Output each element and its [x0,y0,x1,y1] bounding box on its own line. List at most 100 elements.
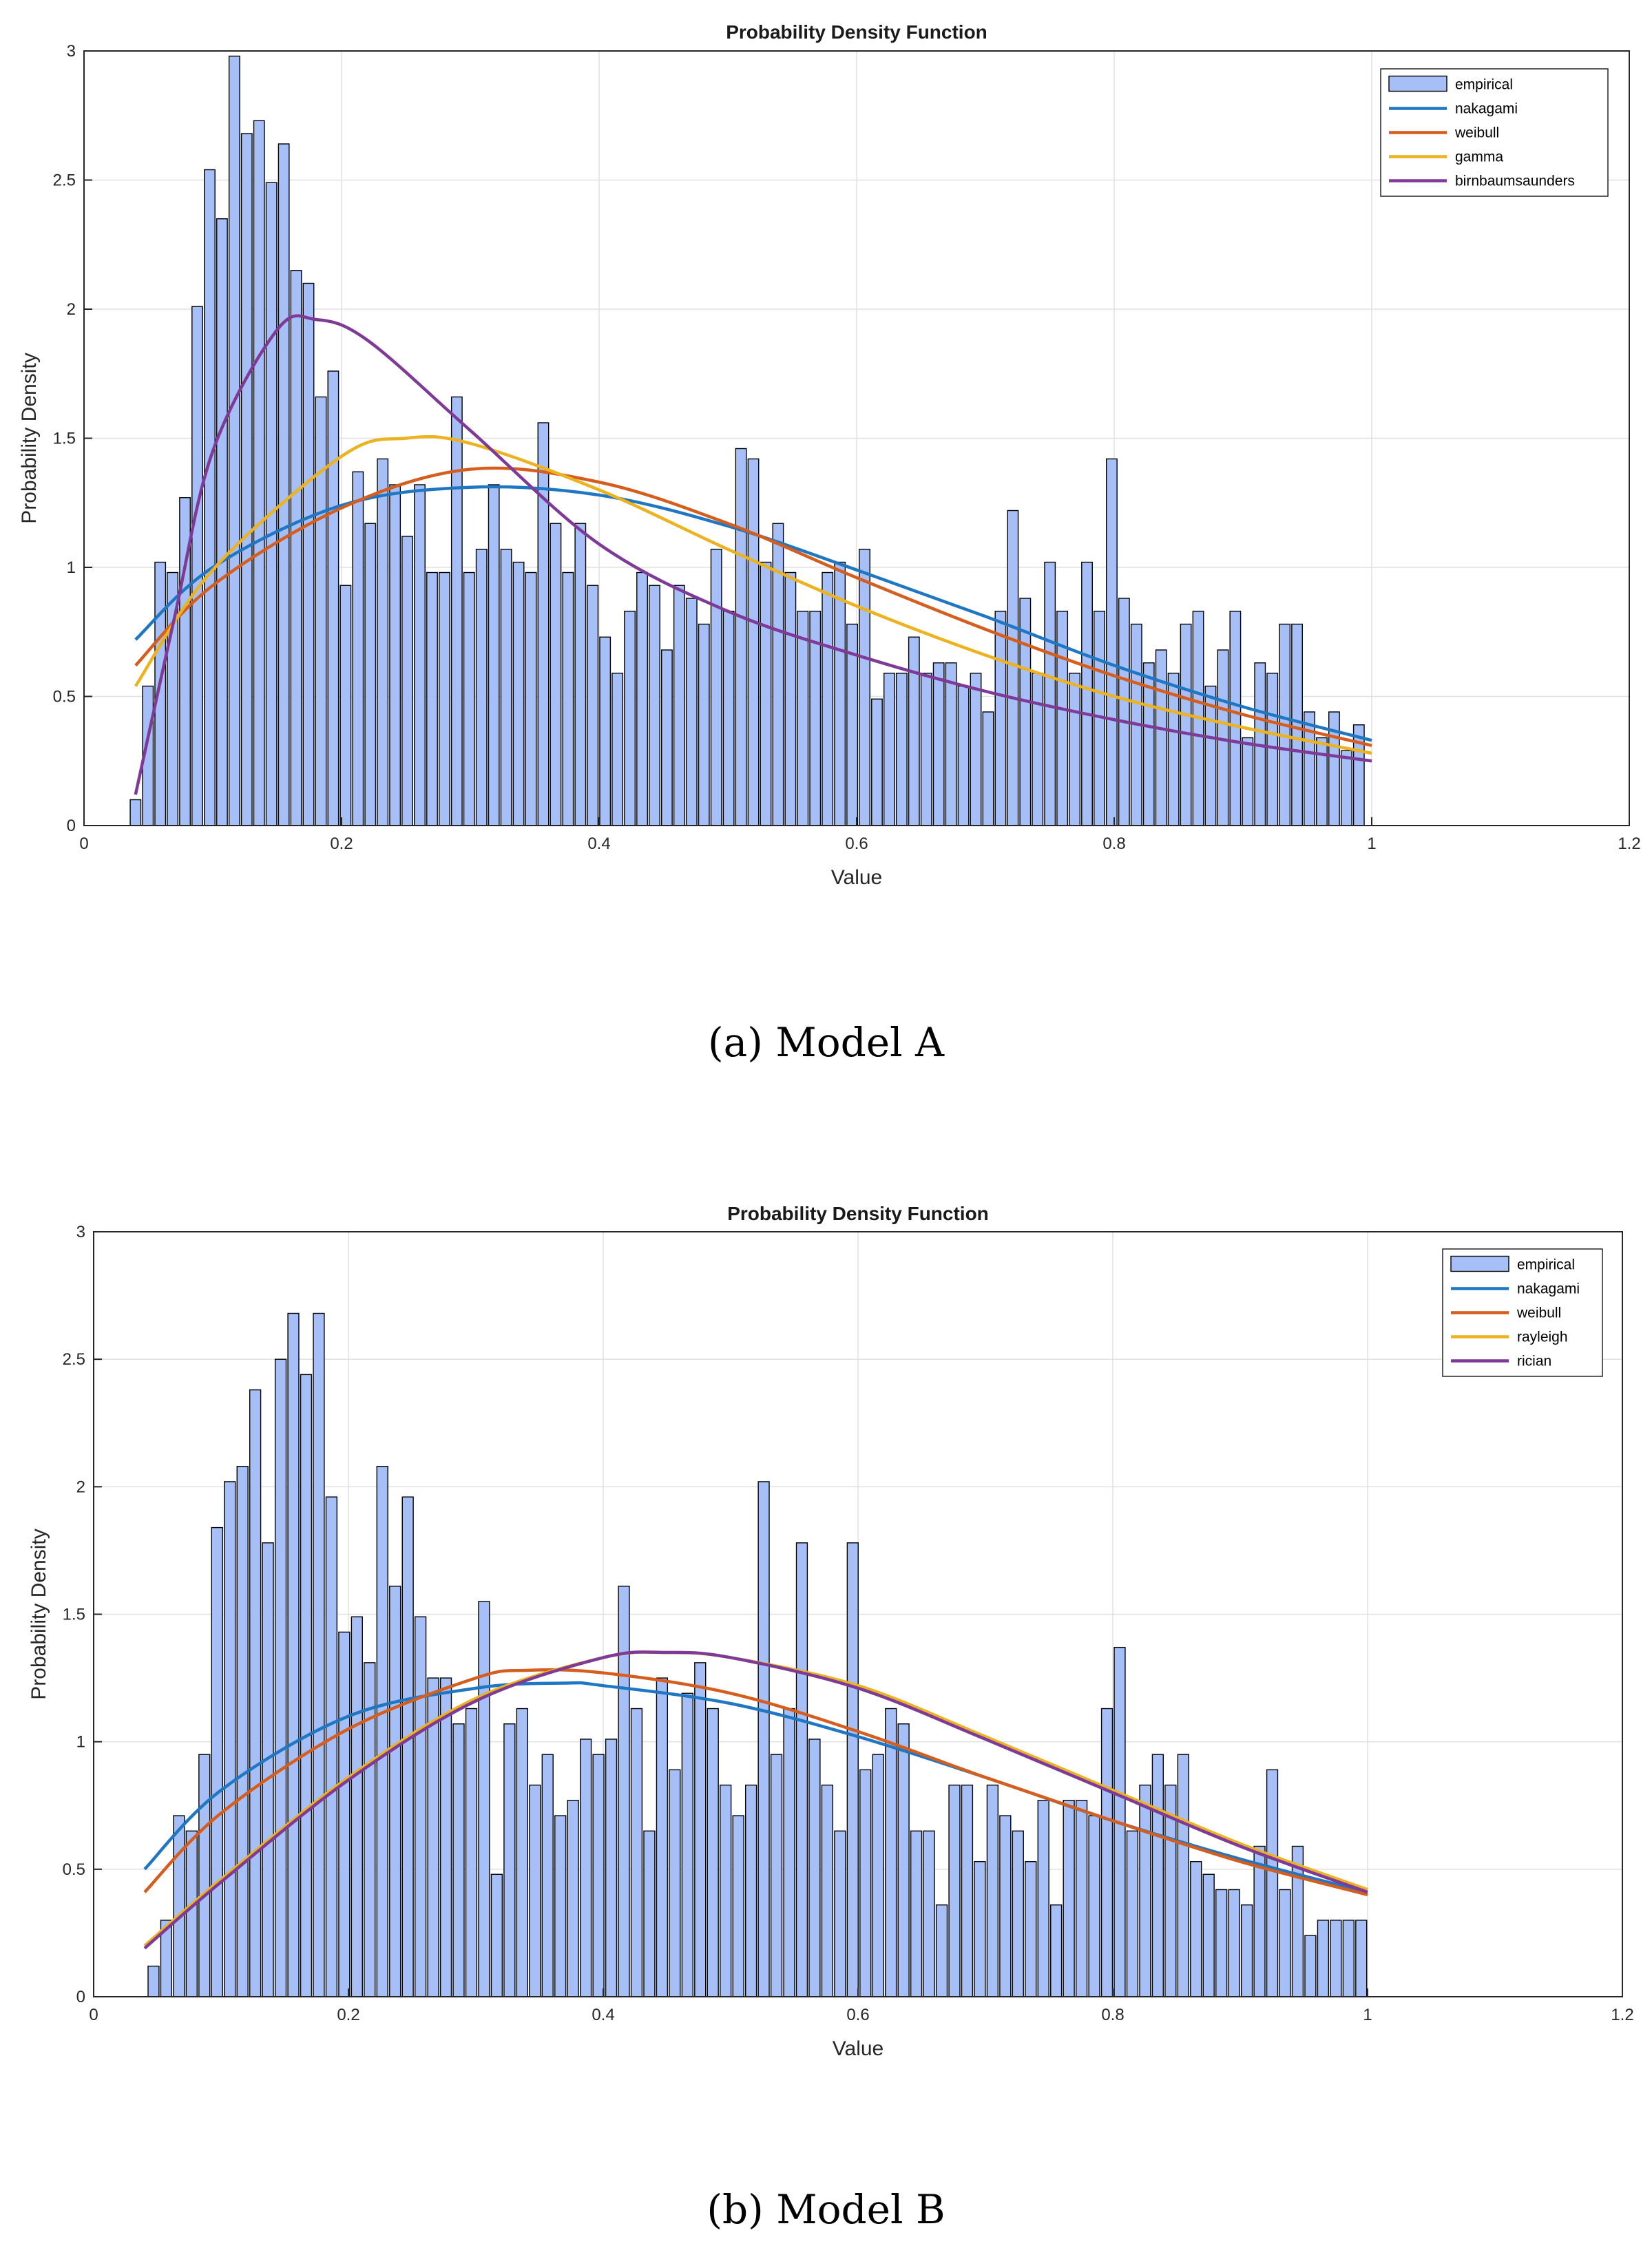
histogram-bar [735,448,747,826]
y-tick-label: 0.5 [63,1860,85,1879]
histogram-bar [948,1784,961,1997]
histogram-bar [512,561,525,826]
histogram-bar [618,1586,630,1997]
histogram-bar [401,1496,414,1997]
pdf-chart-model-b: 0 0.2 0.4 0.6 0.8 1 1.2 0 0.5 1 1.5 2 2.5 3 Probabilit… [28,1203,1634,2060]
histogram-bar [685,598,698,826]
histogram-bar [147,1965,160,1997]
histogram-bar [1032,673,1044,826]
caption-model-b: (b) Model B [707,2186,945,2233]
histogram-bar [624,611,636,826]
histogram-bar [1081,561,1093,826]
histogram-bar [438,571,450,826]
y-tick-label: 0.5 [53,688,76,706]
histogram-bar [204,169,216,826]
histogram-bar [1105,458,1118,826]
x-tick-label: 1 [1367,834,1376,853]
histogram-bar [611,673,624,826]
histogram-bar [490,1873,503,1997]
histogram-bar [377,458,389,826]
density-curve-birnbaumsaunders [134,314,1372,795]
histogram-bar [760,561,772,826]
y-tick-label: 1.5 [53,430,76,448]
histogram-bar [957,685,970,826]
legend-label-weibull: weibull [1454,125,1499,141]
legend: empirical nakagami weibull gamma birnbaumsau… [1380,68,1609,197]
histogram-bar [228,55,240,826]
histogram-bar [475,549,488,826]
legend-label-nakagami: nakagami [1455,101,1518,117]
histogram-bar [673,585,685,826]
histogram-bar [198,1754,211,1997]
histogram-bar [364,523,377,826]
x-axis-label: Value [833,2037,884,2060]
histogram-bar [795,1542,808,1997]
histogram-bar [249,1389,262,1997]
histogram-bar [681,1692,693,1997]
legend-label-gamma: gamma [1455,149,1503,165]
histogram-bar [821,1784,834,1997]
histogram-bar [599,636,611,826]
histogram-bar [636,571,648,826]
histogram-bar [278,143,290,826]
histogram-bar [1330,1920,1342,1997]
figure-model-b: 0 0.2 0.4 0.6 0.8 1 1.2 0 0.5 1 1.5 2 2.5 3 Probabilit… [0,1170,1652,2268]
x-tick-label: 0.8 [1102,834,1125,853]
histogram-bar [503,1723,516,1997]
density-curve-weibull [143,1668,1368,1897]
histogram-bar [999,1815,1012,1997]
histogram-bar [579,1739,592,1997]
histogram-bar [770,1754,783,1997]
histogram-bar [974,1861,986,1997]
legend-label-rayleigh: rayleigh [1517,1330,1568,1345]
histogram-bar [191,306,203,826]
histogram-bar [537,422,550,826]
histogram-bar [562,571,574,826]
histogram-bar [923,1830,935,1997]
histogram-bar [932,662,945,826]
histogram-bar [465,1708,478,1997]
x-tick-label: 0.6 [846,2006,869,2024]
histogram-bar [1155,649,1167,826]
histogram-bar [747,458,760,826]
histogram-bar [994,611,1007,826]
histogram-bar [463,571,475,826]
histogram-bar [908,636,920,826]
histogram-bar [129,799,142,826]
histogram-bar [211,1526,223,1997]
y-tick-label: 0 [76,1988,85,2006]
y-tick-label: 1 [76,1733,85,1752]
y-axis-label: Probability Density [18,353,41,523]
histogram-bar [516,1708,528,1997]
histogram-bar [265,182,278,826]
histogram-bar [822,571,834,826]
figure-model-a: 0 0.2 0.4 0.6 0.8 1 1.2 0 0.5 1 1.5 2 2.5 3 Probabilit… [18,21,1641,1066]
histogram-bar [1190,1861,1202,1997]
histogram-bar [982,711,994,826]
histogram-bar [1025,1861,1037,1997]
y-tick-label: 0 [67,817,76,835]
histogram-bar [240,133,253,826]
histogram-bar [224,1481,236,1997]
histogram-bar [339,585,352,826]
histogram-bar [302,282,315,826]
histogram-bar [935,1904,948,1997]
histogram-bar [808,1739,821,1997]
histogram-bar [1075,1800,1088,1997]
x-axis-label: Value [831,866,883,889]
histogram-bar [327,370,339,826]
histogram-bar [1266,1769,1279,1997]
histogram-bar [1352,724,1365,826]
legend-swatch-empirical [1388,75,1447,92]
histogram-bar [1118,598,1130,826]
histogram-bar [871,698,883,826]
histogram-bar [1100,1708,1113,1997]
y-tick-label: 2 [67,300,76,319]
histogram-bar [389,484,401,826]
histogram-bar [300,1374,313,1997]
legend-label-birnbaumsaunders: birnbaumsaunders [1455,174,1575,189]
histogram-bar [1063,1800,1075,1997]
legend: empirical nakagami weibull rayleigh rician [1442,1248,1603,1377]
histogram-bar [1177,1754,1189,1997]
y-tick-label: 3 [67,42,76,61]
